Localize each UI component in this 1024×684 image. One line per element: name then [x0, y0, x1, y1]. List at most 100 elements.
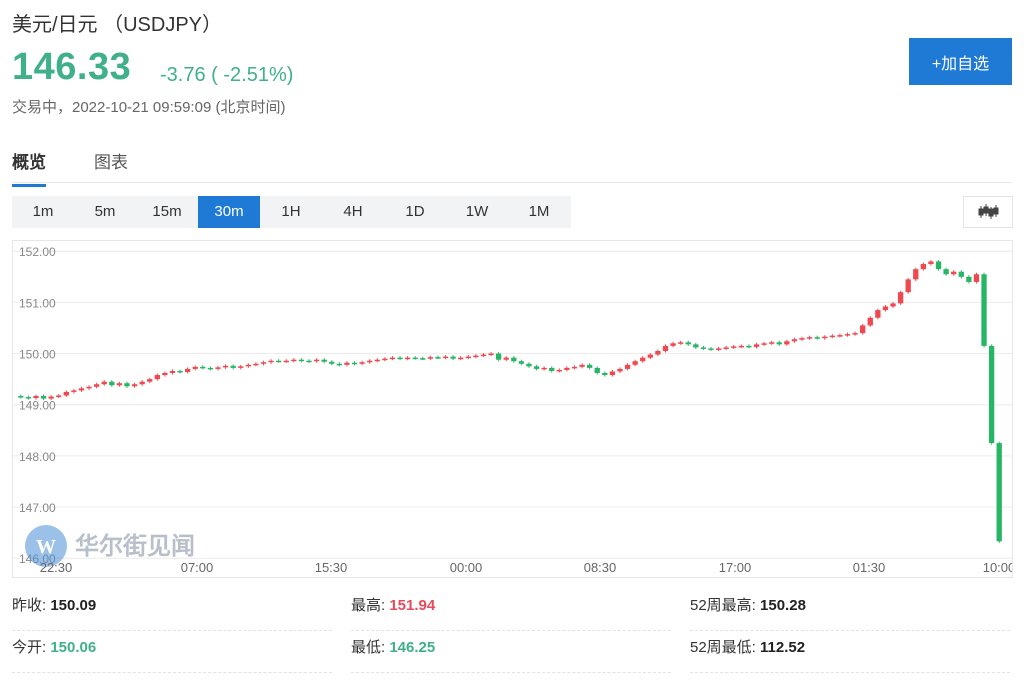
candle [351, 361, 358, 366]
candle [731, 344, 737, 349]
candlestick-icon [978, 204, 999, 219]
candle [564, 366, 570, 372]
candle [617, 367, 623, 373]
price-chart[interactable]: 152.00151.00150.00149.00148.00147.00146.… [12, 240, 1013, 578]
candle [753, 342, 760, 349]
period-1M[interactable]: 1M [528, 203, 550, 220]
period-30m[interactable]: 30m [198, 196, 260, 228]
candle [647, 353, 653, 360]
candle [480, 353, 487, 358]
candle [913, 267, 919, 281]
candle [192, 365, 198, 371]
x-tick-label: 07:00 [181, 560, 214, 575]
candle [397, 356, 403, 361]
period-15m[interactable]: 15m [152, 203, 182, 220]
candle [549, 366, 555, 373]
candle [154, 373, 160, 381]
candle [169, 369, 176, 375]
candle [723, 345, 729, 350]
watermark-logo-icon: W [25, 525, 67, 567]
watermark-text: 华尔街见闻 [75, 532, 195, 560]
candle [268, 359, 274, 364]
candle [746, 344, 752, 349]
current-price: 146.33 [12, 46, 132, 88]
candle [291, 358, 297, 363]
stat-low: 最低: 146.25 [351, 636, 671, 673]
y-tick-label: 147.00 [19, 501, 56, 515]
candle [571, 365, 578, 370]
candle [837, 333, 843, 338]
period-4H[interactable]: 4H [343, 203, 363, 220]
candle [101, 380, 107, 386]
candle [640, 356, 646, 363]
x-tick-label: 17:00 [719, 560, 752, 575]
candle [495, 352, 502, 362]
stat-high: 最高: 151.94 [351, 594, 671, 631]
tab-overview[interactable]: 概览 [12, 148, 46, 187]
period-5m[interactable]: 5m [94, 203, 116, 220]
candle [662, 344, 669, 353]
candle [306, 359, 312, 363]
candle [655, 349, 661, 357]
period-1m[interactable]: 1m [32, 203, 54, 220]
candle [715, 346, 722, 351]
candle [973, 272, 980, 284]
add-watchlist-button[interactable]: +加自选 [909, 38, 1012, 85]
candle [996, 441, 1002, 543]
y-tick-label: 152.00 [19, 245, 56, 259]
candle [799, 336, 805, 341]
candle [116, 381, 123, 387]
trading-status: 交易中，2022-10-21 09:59:09 (北京时间) [12, 99, 286, 116]
candle [685, 340, 691, 346]
candle [670, 341, 676, 348]
period-1H[interactable]: 1H [281, 203, 301, 220]
tab-chart[interactable]: 图表 [94, 153, 128, 172]
candle [56, 393, 62, 399]
x-tick-label: 15:30 [315, 560, 348, 575]
candle [844, 332, 851, 337]
candle [465, 355, 471, 360]
candle [693, 342, 699, 349]
candle [276, 359, 282, 363]
candle [374, 358, 380, 363]
period-selector: 1m 5m 15m 30m 1H 4H 1D 1W 1M [12, 196, 571, 228]
candle [602, 371, 608, 377]
candle [708, 346, 714, 351]
candle [177, 369, 183, 374]
candle [253, 362, 259, 367]
candle [131, 382, 138, 388]
candle [981, 272, 987, 348]
candle [473, 354, 479, 359]
candle [382, 357, 388, 362]
candle [920, 262, 927, 271]
candle [822, 335, 828, 340]
candle [33, 394, 39, 400]
y-tick-label: 149.00 [19, 399, 56, 413]
svg-text:W: W [36, 536, 56, 558]
candlestick-chart: 152.00151.00150.00149.00148.00147.00146.… [13, 245, 1012, 575]
candle [791, 337, 798, 343]
period-1D[interactable]: 1D [405, 203, 425, 220]
candle [93, 382, 100, 389]
candle [283, 359, 289, 363]
candle [367, 359, 373, 364]
candle [951, 270, 957, 276]
chart-type-button[interactable] [963, 196, 1013, 228]
candle [321, 358, 327, 364]
x-tick-label: 00:00 [450, 560, 483, 575]
candle [875, 308, 881, 320]
candle [677, 340, 684, 345]
candle [958, 270, 964, 279]
stat-52w-low: 52周最低: 112.52 [690, 636, 1010, 673]
candle [503, 356, 509, 362]
candle [806, 335, 813, 340]
period-1W[interactable]: 1W [465, 203, 489, 220]
candle [48, 395, 54, 401]
candle [238, 364, 244, 370]
candle [329, 360, 335, 366]
candle [738, 344, 744, 348]
candle [988, 344, 995, 445]
candle [829, 334, 836, 339]
candle [533, 364, 540, 371]
candle [526, 362, 532, 368]
